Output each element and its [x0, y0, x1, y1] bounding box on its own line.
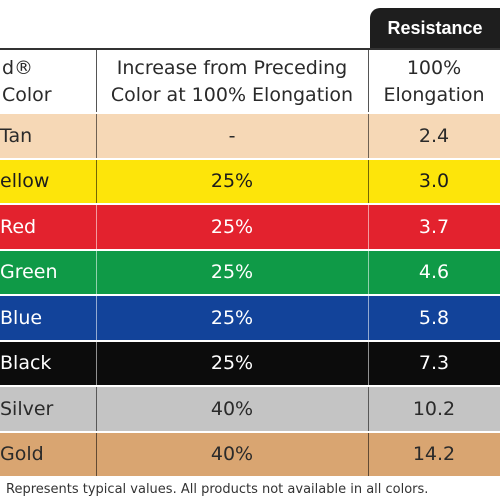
cell-divider — [368, 432, 369, 476]
color-name-cell: Silver — [0, 397, 54, 420]
table-row: Silver 40% 10.2 — [0, 385, 500, 431]
cell-divider — [368, 159, 369, 203]
table-row: Black 25% 7.3 — [0, 339, 500, 385]
table-row: Tan - 2.4 — [0, 112, 500, 158]
elongation-header-line2: Elongation — [383, 84, 485, 106]
cell-divider — [96, 387, 97, 431]
cell-divider — [368, 114, 369, 158]
color-name-cell: Gold — [0, 443, 44, 466]
table-row: Green 25% 4.6 — [0, 248, 500, 294]
color-name-cell: ellow — [0, 170, 50, 193]
increase-column-header: Increase from Preceding Color at 100% El… — [96, 50, 368, 114]
header-divider — [96, 50, 97, 114]
table-header: d® Color Increase from Preceding Color a… — [0, 48, 500, 114]
cell-divider — [96, 296, 97, 340]
resistance-cell: 5.8 — [418, 306, 450, 329]
resistance-cell: 3.7 — [418, 215, 450, 238]
resistance-cell: 4.6 — [418, 261, 450, 284]
increase-header-line2: Color at 100% Elongation — [110, 84, 354, 106]
cell-divider — [368, 387, 369, 431]
increase-header-line1: Increase from Preceding — [116, 57, 348, 79]
resistance-cell: 14.2 — [412, 443, 456, 466]
increase-cell: - — [228, 124, 236, 147]
table-body: Tan - 2.4 ellow 25% 3.0 Red 25% 3.7 Gree… — [0, 112, 500, 476]
cell-divider — [96, 159, 97, 203]
footnote: Represents typical values. All products … — [6, 481, 429, 497]
table-row: ellow 25% 3.0 — [0, 157, 500, 203]
color-name-cell: Black — [0, 352, 52, 375]
table-row: Gold 40% 14.2 — [0, 430, 500, 476]
color-column-header: d® Color — [0, 50, 98, 114]
color-name-cell: Red — [0, 215, 37, 238]
increase-cell: 25% — [210, 352, 254, 375]
increase-cell: 25% — [210, 170, 254, 193]
color-header-line2: Color — [2, 84, 52, 106]
resistance-cell: 7.3 — [418, 352, 450, 375]
color-name-cell: Blue — [0, 306, 43, 329]
color-name-cell: Tan — [0, 124, 33, 147]
cell-divider — [96, 205, 97, 249]
header-divider — [368, 50, 369, 114]
cell-divider — [96, 114, 97, 158]
cell-divider — [96, 341, 97, 385]
increase-cell: 40% — [210, 397, 254, 420]
cell-divider — [96, 250, 97, 294]
resistance-cell: 3.0 — [418, 170, 450, 193]
resistance-cell: 10.2 — [412, 397, 456, 420]
increase-cell: 25% — [210, 306, 254, 329]
increase-cell: 25% — [210, 215, 254, 238]
increase-cell: 40% — [210, 443, 254, 466]
cell-divider — [96, 432, 97, 476]
elongation-header-line1: 100% — [406, 57, 462, 79]
cell-divider — [368, 296, 369, 340]
increase-cell: 25% — [210, 261, 254, 284]
cell-divider — [368, 341, 369, 385]
elongation-column-header: 100% Elongation — [368, 50, 500, 114]
color-name-cell: Green — [0, 261, 58, 284]
resistance-cell: 2.4 — [418, 124, 450, 147]
table-row: Blue 25% 5.8 — [0, 294, 500, 340]
resistance-header-tab: Resistance — [370, 8, 500, 48]
cell-divider — [368, 205, 369, 249]
table-row: Red 25% 3.7 — [0, 203, 500, 249]
color-header-line1: d® — [2, 57, 34, 79]
cell-divider — [368, 250, 369, 294]
